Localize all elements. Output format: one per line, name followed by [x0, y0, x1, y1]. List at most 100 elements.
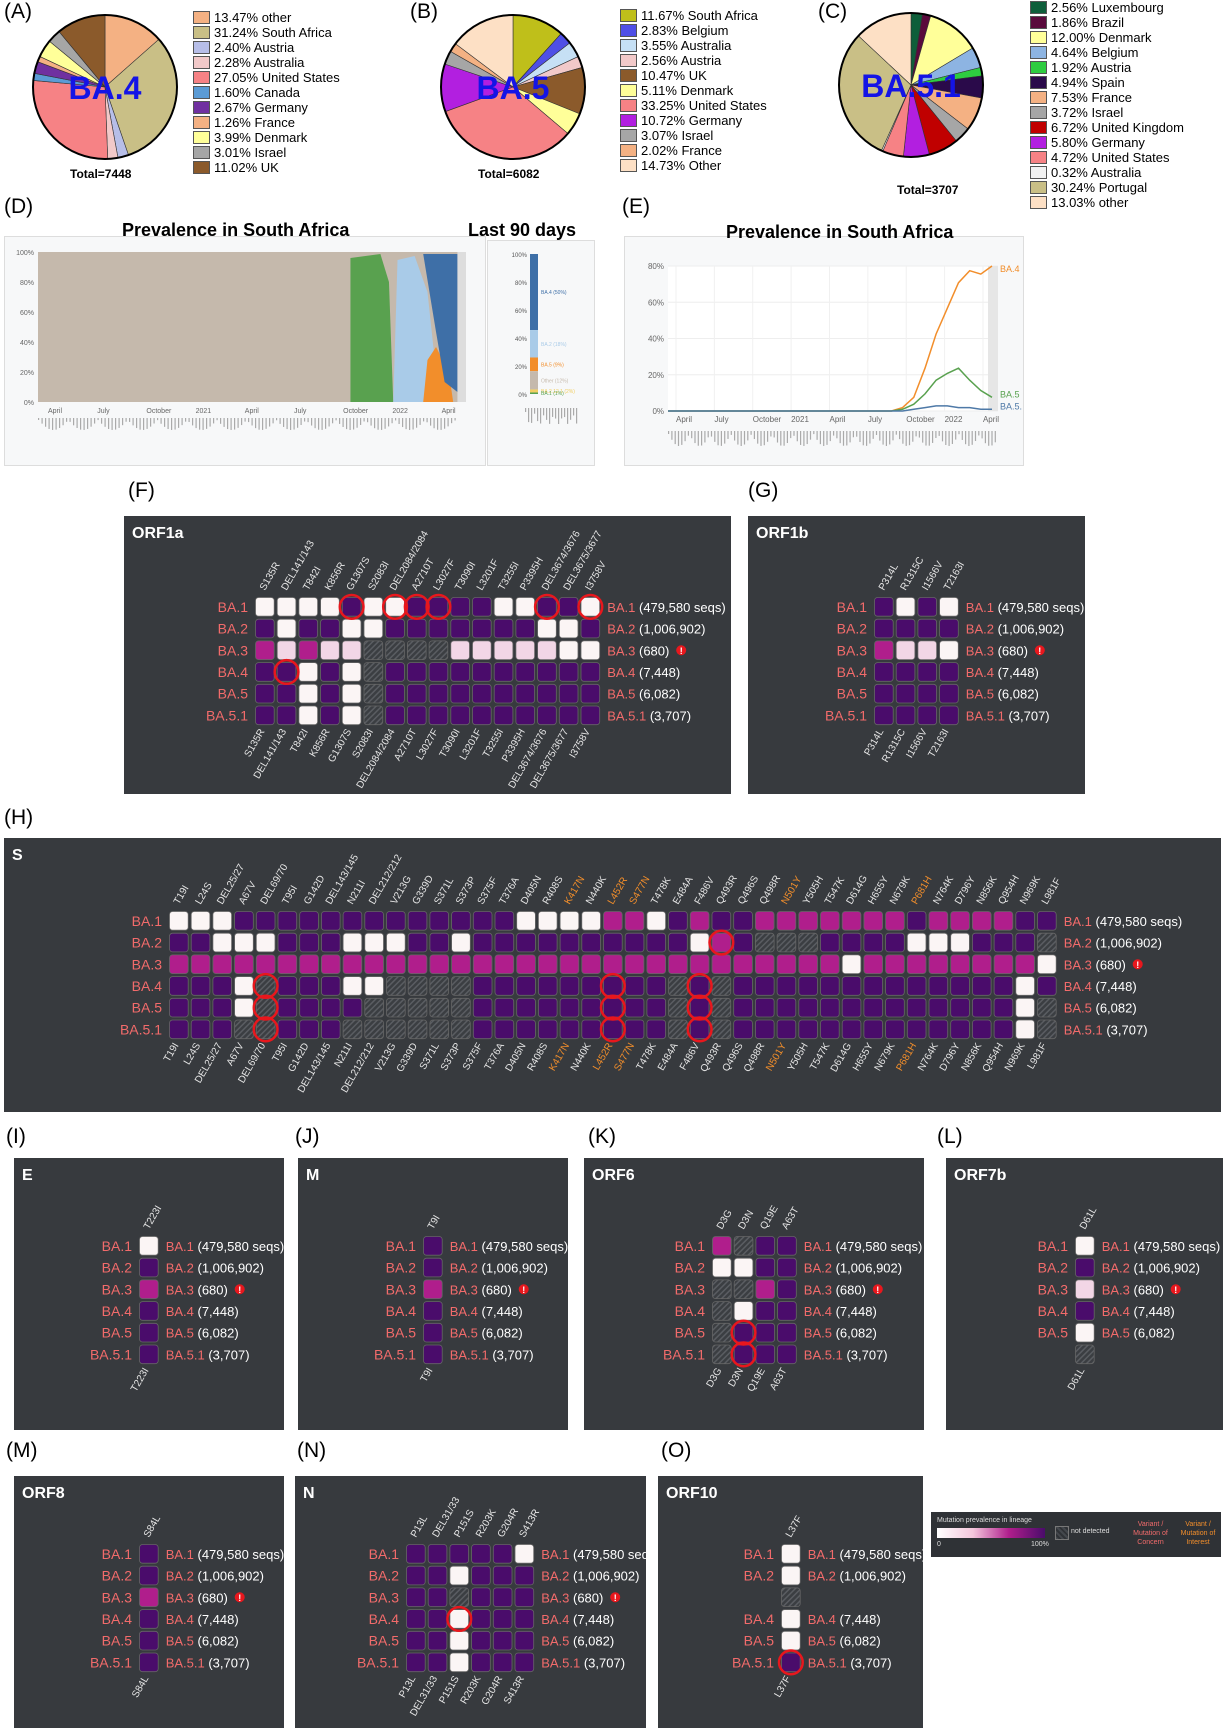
heatmap-cell: [755, 1279, 775, 1300]
bar-tick-label: 20%: [515, 365, 528, 371]
sample-bar: [132, 418, 134, 426]
heatmap-cell: [472, 997, 493, 1018]
sample-bar: [740, 431, 742, 446]
heatmap-cell: [190, 1019, 211, 1040]
highlight-circle: [252, 1016, 279, 1043]
row-count-label: BA.5 (6,082): [966, 687, 1039, 702]
heatmap-cell: [234, 911, 254, 931]
column-label-bottom: Y505H: [786, 1041, 811, 1073]
heatmap-cell: [906, 954, 927, 975]
bar-tick-label: 80%: [515, 281, 528, 287]
sample-bar: [129, 418, 131, 422]
sample-bar: [902, 431, 904, 444]
heatmap-cell: [449, 1587, 469, 1608]
sample-bar: [353, 418, 355, 430]
legend-swatch: [620, 84, 637, 97]
row-label: BA.4: [218, 664, 249, 680]
heatmap-cell: [320, 640, 340, 661]
sample-bar: [409, 418, 411, 430]
heatmap-cell: [559, 1019, 580, 1040]
legend-swatch: [1030, 136, 1047, 149]
heatmap-cell: [895, 662, 916, 682]
row-label: BA.5: [1038, 1325, 1069, 1341]
heatmap-cell: [863, 911, 884, 931]
bar-tick-label: 0%: [518, 393, 527, 399]
column-label-top: L37F: [784, 1514, 805, 1539]
column-label-bottom: D405N: [504, 1041, 529, 1073]
heatmap-cell: [320, 662, 340, 682]
legend-swatch: [620, 69, 637, 82]
legend-text: 2.56% Luxembourg: [1051, 0, 1164, 15]
heatmap-cell: [624, 911, 645, 931]
heatmap-cell: [139, 1301, 159, 1321]
sample-bar: [45, 418, 47, 427]
sample-bar: [430, 418, 432, 426]
heatmap-cell: [538, 976, 558, 996]
sample-bar: [136, 418, 138, 429]
column-label-bottom: D3G: [705, 1366, 725, 1389]
highlight-circle: [403, 593, 430, 620]
legend-swatch: [193, 26, 210, 39]
panel-label-h: (H): [4, 806, 34, 829]
sample-bar: [157, 418, 159, 421]
row-count-label: BA.5 (6,082): [166, 1634, 239, 1649]
heatmap-cell: [406, 662, 427, 682]
heatmap-orf6: ORF6 BA.1 BA.1 (479,580 seqs) BA.2 BA.2 (1,0…: [584, 1158, 924, 1430]
legend-swatch: [1030, 76, 1047, 89]
warning-icon: [234, 1592, 245, 1603]
legend-text: 2.67% Germany: [214, 100, 308, 115]
prevalence-title-d: Prevalence in South Africa: [122, 220, 350, 240]
row-count-label: BA.2 (1,006,902): [166, 1569, 264, 1584]
legend-text: 27.05% United States: [214, 70, 340, 85]
sample-bar: [80, 418, 82, 430]
sample-bar: [552, 408, 554, 417]
heatmap-cell: [342, 976, 363, 996]
legend-swatch: [620, 54, 637, 67]
heatmap-cell: [471, 1652, 491, 1673]
heatmap-cell: [537, 618, 557, 639]
heatmap-cell: [406, 1630, 426, 1651]
heatmap-cell: [972, 997, 992, 1018]
heatmap-cell: [342, 1019, 363, 1040]
legend-entry: 2.28% Australia: [193, 55, 340, 70]
heatmap-cell: [276, 618, 297, 639]
heatmap-cell: [427, 1630, 448, 1651]
sample-bar: [395, 418, 397, 421]
column-label-bottom: D3N: [727, 1366, 747, 1389]
heatmap-cell: [472, 705, 492, 726]
row-count-label: BA.2 (1,006,902): [541, 1569, 639, 1584]
heatmap-cell: [646, 976, 667, 996]
column-label-top: L981F: [1040, 876, 1064, 906]
heatmap-cell: [451, 932, 471, 953]
row-count-label: BA.5 (6,082): [808, 1634, 881, 1649]
heatmap-cell: [895, 618, 916, 639]
sample-bar: [423, 418, 425, 422]
heatmap-cell: [558, 705, 579, 726]
column-label-top: L24S: [194, 880, 215, 906]
sample-bar: [111, 418, 113, 430]
warning-icon: [234, 1284, 245, 1295]
sample-bar: [321, 418, 323, 430]
heatmap-cell: [993, 1019, 1014, 1040]
heatmap-cell: [559, 976, 580, 996]
y-tick-label: 80%: [20, 280, 34, 287]
sample-bar: [122, 418, 124, 426]
heatmap-cell: [514, 1544, 535, 1564]
panel-label-m: (M): [6, 1439, 38, 1462]
heatmap-cell: [493, 597, 514, 617]
sample-bar: [360, 418, 362, 425]
sample-bar: [546, 408, 548, 420]
sample-bar: [405, 418, 407, 430]
row-label: BA.5.1: [663, 1346, 705, 1362]
legend-text: 1.86% Brazil: [1051, 14, 1124, 30]
sample-bar: [300, 418, 302, 426]
heatmap-n: N BA.1 BA.1 (479,580 seqs) BA.2 BA.2 (1,006,…: [295, 1476, 646, 1728]
heatmap-cell: [363, 640, 384, 661]
heatmap-cell: [820, 1019, 840, 1040]
legend-text: 12.00% Denmark: [1051, 29, 1152, 45]
row-count-label: BA.4 (7,448): [804, 1304, 877, 1319]
bar-tick-label: 40%: [515, 337, 528, 343]
legend-text: 6.72% United Kingdom: [1051, 119, 1184, 135]
heatmap-cell: [668, 932, 688, 953]
column-label-bottom: N211I: [333, 1041, 356, 1069]
